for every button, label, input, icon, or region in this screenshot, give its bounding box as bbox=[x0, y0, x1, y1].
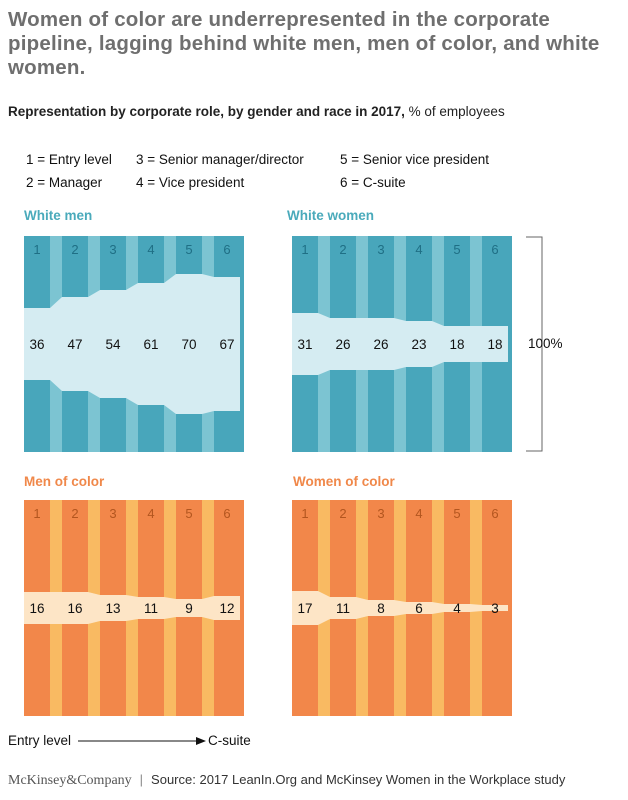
chart-headline: Women of color are underrepresented in t… bbox=[8, 8, 600, 79]
brand-logo: McKinsey&Company bbox=[8, 773, 132, 788]
bar-5 bbox=[176, 599, 202, 617]
value-label: 23 bbox=[411, 337, 426, 352]
value-label: 47 bbox=[67, 337, 82, 352]
value-label: 11 bbox=[336, 601, 350, 616]
role-number-label: 2 bbox=[71, 242, 78, 257]
value-label: 54 bbox=[105, 337, 121, 352]
source-note: Source: 2017 LeanIn.Org and McKinsey Wom… bbox=[151, 772, 566, 787]
role-number-label: 4 bbox=[147, 506, 154, 521]
value-label: 12 bbox=[219, 601, 234, 616]
bar-1 bbox=[292, 591, 318, 625]
value-label: 18 bbox=[487, 337, 502, 352]
role-number-label: 5 bbox=[185, 242, 192, 257]
bar-2 bbox=[62, 297, 88, 391]
full-scale-bracket bbox=[526, 236, 543, 452]
role-number-label: 2 bbox=[339, 506, 346, 521]
panel-title-women-of-color: Women of color bbox=[293, 474, 395, 489]
value-label: 61 bbox=[143, 337, 158, 352]
panel-title-white-women: White women bbox=[287, 208, 374, 223]
value-label: 9 bbox=[185, 601, 193, 616]
axis-start-label: Entry level bbox=[8, 733, 72, 748]
bar-4 bbox=[138, 597, 164, 619]
chart-women-of-color: 1 17 2 11 3 8 4 6 5 4 6 3 bbox=[292, 500, 512, 716]
value-label: 6 bbox=[415, 601, 423, 616]
bar-3 bbox=[368, 318, 394, 370]
axis-arrow bbox=[78, 737, 206, 745]
bar-1 bbox=[292, 313, 318, 375]
bar-1 bbox=[24, 308, 50, 380]
value-label: 67 bbox=[219, 337, 234, 352]
bar-4 bbox=[406, 321, 432, 367]
bar-3 bbox=[100, 595, 126, 621]
axis-end-label: C-suite bbox=[208, 733, 251, 748]
panel-title-white-men: White men bbox=[24, 208, 93, 223]
role-number-label: 6 bbox=[223, 506, 230, 521]
bar-4 bbox=[138, 283, 164, 405]
chart-men-of-color: 1 16 2 16 3 13 4 11 5 9 6 12 bbox=[24, 500, 244, 716]
role-number-label: 4 bbox=[147, 242, 154, 257]
role-number-label: 6 bbox=[491, 506, 498, 521]
role-number-label: 4 bbox=[415, 506, 422, 521]
bar-3 bbox=[368, 600, 394, 616]
role-number-label: 3 bbox=[377, 506, 384, 521]
footer: McKinsey&Company | Source: 2017 LeanIn.Org… bbox=[8, 772, 565, 789]
value-label: 31 bbox=[297, 337, 312, 352]
value-label: 8 bbox=[377, 601, 385, 616]
role-number-label: 6 bbox=[491, 242, 498, 257]
role-number-label: 3 bbox=[109, 242, 116, 257]
bar-5 bbox=[444, 326, 470, 362]
value-label: 13 bbox=[105, 601, 120, 616]
footer-separator: | bbox=[139, 772, 144, 787]
legend-item-vice-president: 4 = Vice president bbox=[136, 175, 245, 190]
role-number-label: 3 bbox=[109, 506, 116, 521]
bar-6 bbox=[214, 596, 240, 620]
bar-5 bbox=[176, 274, 202, 414]
value-label: 26 bbox=[373, 337, 388, 352]
role-number-label: 1 bbox=[33, 242, 40, 257]
value-label: 70 bbox=[181, 337, 196, 352]
bar-5 bbox=[444, 604, 470, 612]
role-number-label: 5 bbox=[453, 506, 460, 521]
bar-6 bbox=[214, 277, 240, 411]
value-label: 18 bbox=[449, 337, 464, 352]
bar-2 bbox=[62, 592, 88, 624]
subtitle-unit: % of employees bbox=[404, 104, 505, 119]
role-number-label: 3 bbox=[377, 242, 384, 257]
legend-item-entry-level: 1 = Entry level bbox=[26, 152, 112, 167]
bar-4 bbox=[406, 602, 432, 614]
value-label: 16 bbox=[29, 601, 44, 616]
value-label: 17 bbox=[297, 601, 312, 616]
legend-item-c-suite: 6 = C-suite bbox=[340, 175, 406, 190]
legend-item-manager: 2 = Manager bbox=[26, 175, 103, 190]
role-number-label: 5 bbox=[453, 242, 460, 257]
bracket-label: 100% bbox=[528, 336, 563, 351]
legend-item-senior-vice-president: 5 = Senior vice president bbox=[340, 152, 489, 167]
chart-white-women: 1 31 2 26 3 26 4 23 5 18 6 18 bbox=[292, 236, 512, 452]
role-number-label: 1 bbox=[33, 506, 40, 521]
role-number-label: 6 bbox=[223, 242, 230, 257]
bar-2 bbox=[330, 318, 356, 370]
chart-white-men: 1 36 2 47 3 54 4 61 5 70 6 67 bbox=[24, 236, 244, 452]
value-label: 11 bbox=[144, 601, 158, 616]
role-number-label: 5 bbox=[185, 506, 192, 521]
bar-1 bbox=[24, 592, 50, 624]
legend-item-senior-manager: 3 = Senior manager/director bbox=[136, 152, 304, 167]
value-label: 16 bbox=[67, 601, 82, 616]
value-label: 36 bbox=[29, 337, 44, 352]
chart-subtitle: Representation by corporate role, by gen… bbox=[8, 104, 505, 119]
value-label: 3 bbox=[491, 601, 499, 616]
value-label: 4 bbox=[453, 601, 461, 616]
role-number-label: 2 bbox=[71, 506, 78, 521]
bar-3 bbox=[100, 290, 126, 398]
bar-6 bbox=[482, 326, 508, 362]
bar-2 bbox=[330, 597, 356, 619]
value-label: 26 bbox=[335, 337, 350, 352]
role-number-label: 1 bbox=[301, 506, 308, 521]
subtitle-main: Representation by corporate role, by gen… bbox=[8, 104, 405, 119]
role-number-label: 2 bbox=[339, 242, 346, 257]
panel-title-men-of-color: Men of color bbox=[24, 474, 105, 489]
role-number-label: 1 bbox=[301, 242, 308, 257]
bar-6 bbox=[482, 605, 508, 611]
role-number-label: 4 bbox=[415, 242, 422, 257]
